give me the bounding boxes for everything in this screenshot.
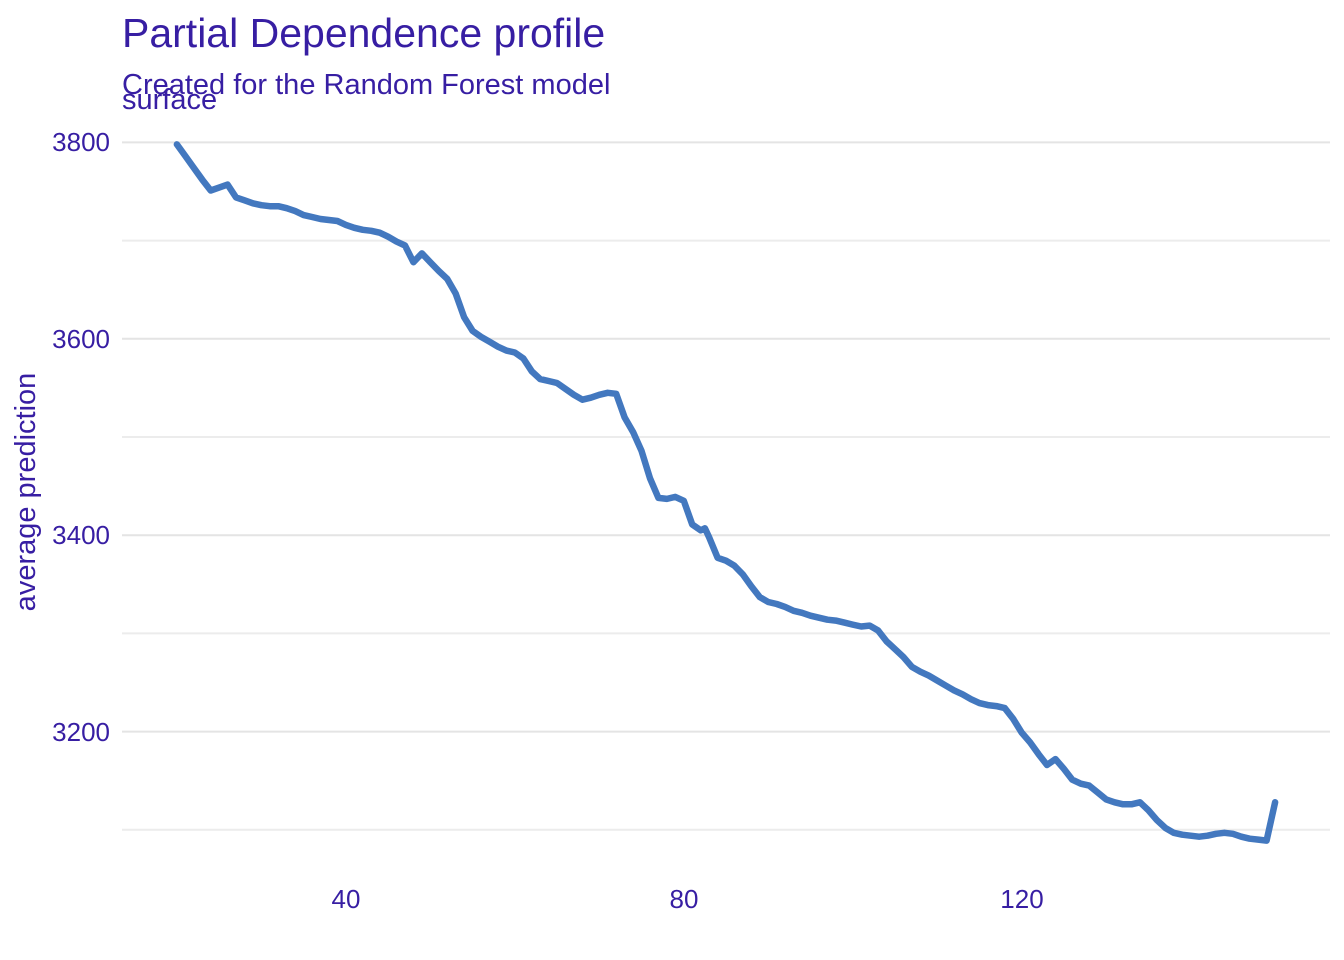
x-tick-label: 80 [669, 884, 699, 914]
x-tick-label: 40 [331, 884, 361, 914]
chart-subtitle: Created for the Random Forest model [122, 69, 611, 101]
x-tick-label: 120 [1000, 884, 1044, 914]
y-tick-label: 3600 [52, 324, 110, 354]
y-tick-label: 3400 [52, 520, 110, 550]
facet-label-surface: surface [122, 84, 218, 116]
chart-title: Partial Dependence profile [122, 10, 606, 56]
y-axis-title: average prediction [10, 372, 42, 612]
pdp-line [173, 141, 1279, 844]
y-tick-label: 3800 [52, 127, 110, 157]
minor-gridlines [122, 239, 1330, 831]
major-gridlines [122, 141, 1330, 733]
y-tick-label: 3200 [52, 717, 110, 747]
